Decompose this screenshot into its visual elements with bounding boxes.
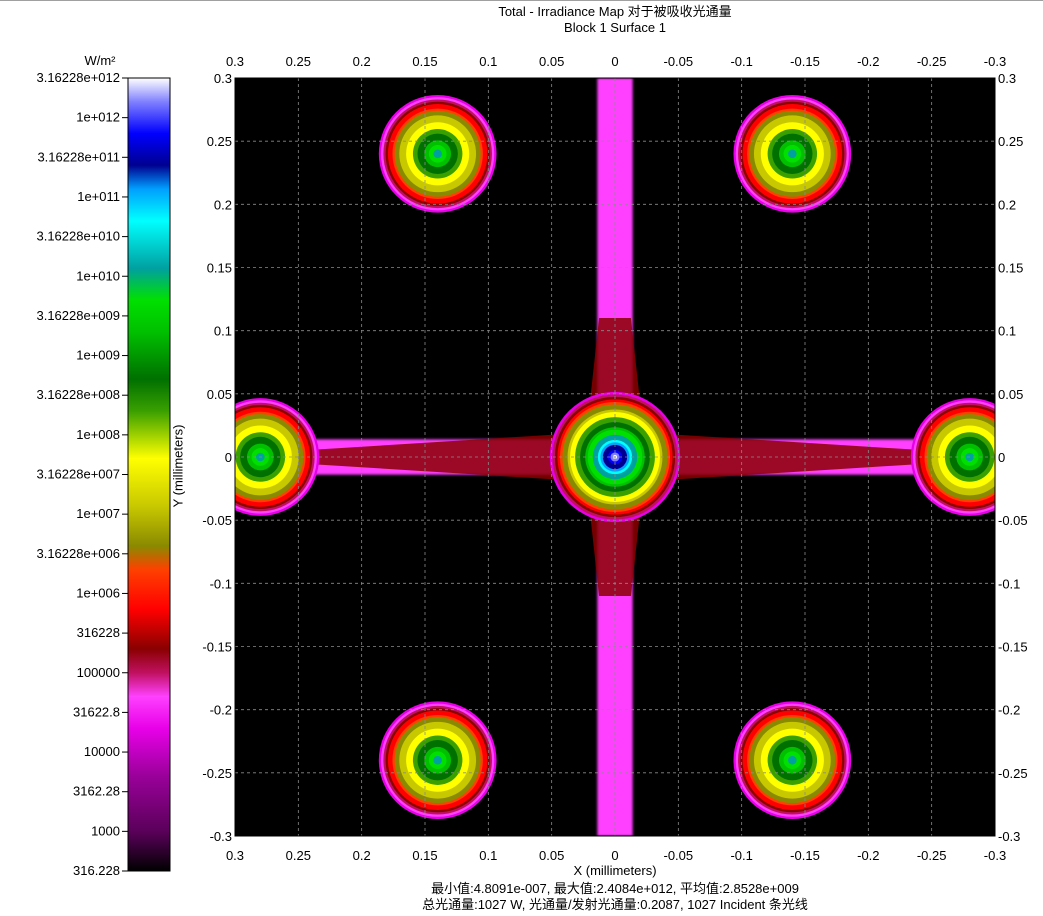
colorbar-tick-label: 3.16228e+007 [36,467,120,482]
x-tick-label-top: 0.15 [412,54,437,69]
y-tick-label-right: -0.3 [998,829,1020,844]
colorbar-tick-label: 1000 [91,823,120,838]
colorbar-tick-label: 1e+007 [76,506,120,521]
x-tick-label-bottom: -0.3 [984,848,1006,863]
colorbar-tick-label: 3.16228e+008 [36,387,120,402]
y-tick-label-left: 0.15 [207,261,232,276]
irradiance-spot [378,701,497,820]
x-tick-label-bottom: -0.25 [917,848,947,863]
colorbar-tick-label: 1e+009 [76,348,120,363]
y-tick-label-right: 0.25 [998,134,1023,149]
colorbar-tick-label: 3.16228e+011 [37,149,120,164]
window-top-border [0,0,1043,1]
x-tick-label-top: 0.05 [539,54,564,69]
beam-core-right [665,434,919,480]
flux-line: 总光通量:1027 W, 光通量/发射光通量:0.2087, 1027 Inci… [422,897,808,912]
irradiance-spot [378,94,497,213]
x-axis-label: X (millimeters) [573,863,657,878]
y-tick-label-right: 0.05 [998,387,1023,402]
x-tick-label-top: 0.1 [479,54,497,69]
x-tick-label-bottom: 0 [611,848,618,863]
x-tick-label-bottom: 0.2 [353,848,371,863]
chart-subtitle: Block 1 Surface 1 [564,20,666,35]
x-tick-label-bottom: 0.05 [539,848,564,863]
x-tick-label-bottom: -0.2 [857,848,879,863]
y-tick-label-right: -0.1 [998,576,1020,591]
beam-core-left [311,434,565,480]
colorbar-tick-label: 3.16228e+009 [36,308,120,323]
x-tick-label-top: -0.15 [790,54,820,69]
irradiance-spot [910,398,995,516]
y-tick-label-left: -0.25 [202,766,232,781]
x-tick-label-bottom: -0.1 [730,848,752,863]
colorbar-tick-label: 1e+012 [76,110,120,125]
x-tick-label-top: 0.25 [286,54,311,69]
y-tick-label-left: 0.2 [214,197,232,212]
tick-layer: 0.3 0.3 0.25 0.25 0.2 0.2 0.15 0.15 0.1 0.1 0.05 0.… [202,54,1027,863]
stats-line: 最小值:4.8091e-007, 最大值:2.4084e+012, 平均值:2.… [431,881,799,896]
y-tick-label-left: 0 [225,450,232,465]
y-tick-label-right: -0.2 [998,703,1020,718]
y-tick-label-right: 0 [998,450,1005,465]
y-tick-label-left: -0.2 [210,703,232,718]
y-tick-label-right: 0.3 [998,71,1016,86]
x-tick-label-top: -0.2 [857,54,879,69]
colorbar-tick-label: 31622.8 [73,704,120,719]
y-tick-label-left: -0.1 [210,576,232,591]
y-tick-label-right: -0.05 [998,513,1028,528]
spot-layer [235,94,995,820]
colorbar-tick-label: 1e+011 [77,189,120,204]
colorbar-gradient [127,77,171,872]
colorbar-tick-label: 1e+006 [76,585,120,600]
x-tick-label-bottom: 0.1 [479,848,497,863]
y-axis-label: Y (millimeters) [170,424,186,508]
y-tick-label-left: 0.05 [207,387,232,402]
y-tick-label-left: -0.05 [202,513,232,528]
colorbar: 3.16228e+012 1e+012 3.16228e+011 1e+011 3.16… [36,70,171,878]
y-tick-label-left: -0.15 [202,640,232,655]
colorbar-tick-label: 3.16228e+012 [36,70,120,85]
x-tick-label-top: -0.05 [664,54,694,69]
x-tick-label-bottom: -0.05 [664,848,694,863]
colorbar-tick-label: 3.16228e+010 [36,229,120,244]
y-tick-label-right: 0.15 [998,261,1023,276]
x-tick-label-bottom: -0.15 [790,848,820,863]
colorbar-tick-label: 3162.28 [73,784,120,799]
spot-ring [435,758,440,763]
y-tick-label-right: -0.15 [998,640,1028,655]
chart-title: Total - Irradiance Map 对于被吸收光通量 [498,4,732,19]
x-tick-label-top: -0.3 [984,54,1006,69]
colorbar-tick-label: 316.228 [73,863,120,878]
colorbar-tick-label: 1e+010 [76,268,120,283]
x-tick-label-top: -0.25 [917,54,947,69]
plot-area [234,77,996,837]
y-tick-label-right: -0.25 [998,766,1028,781]
y-tick-label-left: 0.3 [214,71,232,86]
x-tick-label-top: 0.3 [226,54,244,69]
spot-ring [790,758,795,763]
colorbar-tick-label: 1e+008 [76,427,120,442]
spot-ring [790,151,795,156]
y-tick-label-left: 0.25 [207,134,232,149]
colorbar-tick-label: 316228 [77,625,120,640]
y-tick-label-right: 0.1 [998,324,1016,339]
x-tick-label-bottom: 0.25 [286,848,311,863]
x-tick-label-bottom: 0.15 [412,848,437,863]
irradiance-spot [733,94,852,213]
y-tick-label-right: 0.2 [998,197,1016,212]
y-tick-label-left: -0.3 [210,829,232,844]
y-tick-label-left: 0.1 [214,324,232,339]
spot-ring [435,151,440,156]
plot-frame [234,77,996,837]
colorbar-tick-label: 3.16228e+006 [36,546,120,561]
colorbar-unit-label: W/m² [84,53,116,68]
x-tick-label-top: 0 [611,54,618,69]
x-tick-label-bottom: 0.3 [226,848,244,863]
colorbar-tick-label: 100000 [77,665,120,680]
irradiance-spot [733,701,852,820]
colorbar-tick-label: 10000 [84,744,120,759]
x-tick-label-top: 0.2 [353,54,371,69]
x-tick-label-top: -0.1 [730,54,752,69]
